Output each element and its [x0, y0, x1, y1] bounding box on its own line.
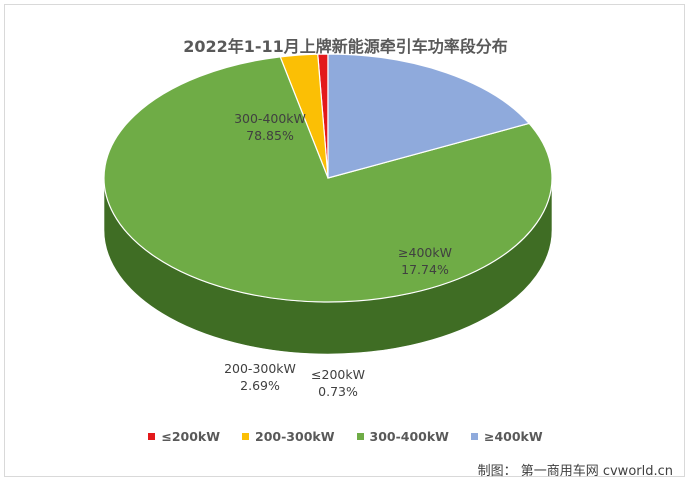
legend-swatch-300-400 [356, 433, 364, 440]
chart-title: 2022年1-11月上牌新能源牵引车功率段分布 [183, 37, 508, 56]
legend-label-300-400: 300-400kW [369, 429, 449, 444]
legend-swatch-le200 [148, 433, 156, 440]
legend-item-le200: ≤200kW [148, 429, 220, 444]
label-300-400: 300-400kW 78.85% [234, 111, 306, 143]
source-credit: 制图： 第一商用车网 cvworld.cn [477, 464, 673, 479]
pie-slice-ge400kw [327, 53, 531, 179]
legend-swatch-200-300 [242, 433, 250, 440]
pie-slice-300-400kw [103, 56, 553, 303]
legend-item-200-300: 200-300kW [242, 429, 335, 444]
legend: ≤200kW 200-300kW 300-400kW ≥400kW [0, 429, 691, 444]
label-200-300: 200-300kW 2.69% [224, 361, 296, 393]
legend-swatch-ge400 [470, 433, 478, 440]
legend-item-300-400: 300-400kW [356, 429, 449, 444]
legend-item-ge400: ≥400kW [470, 429, 543, 444]
legend-label-200-300: 200-300kW [255, 429, 335, 444]
legend-label-ge400: ≥400kW [483, 429, 543, 444]
legend-label-le200: ≤200kW [161, 429, 221, 444]
label-le200: ≤200kW 0.73% [311, 367, 365, 399]
label-ge400: ≥400kW 17.74% [398, 245, 452, 277]
